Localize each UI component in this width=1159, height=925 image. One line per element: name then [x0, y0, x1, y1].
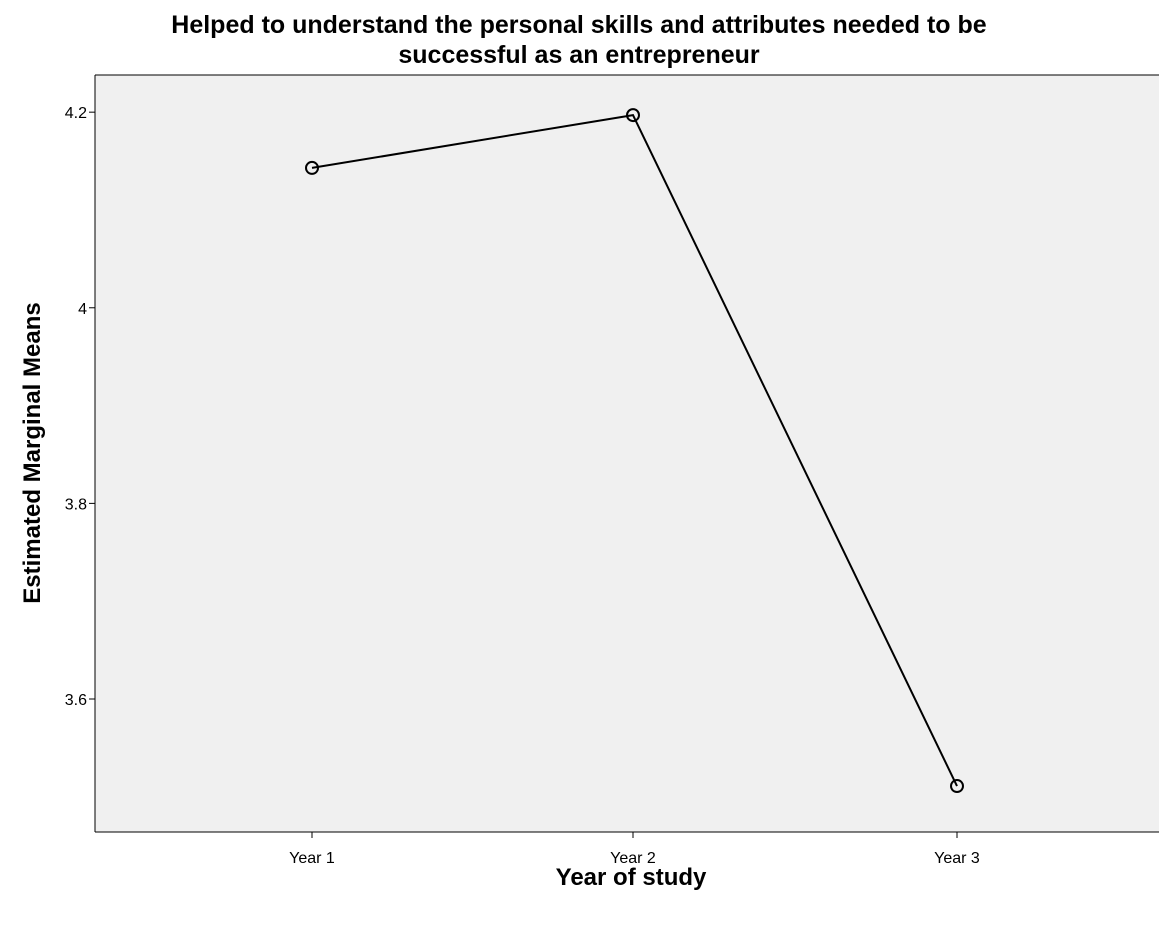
y-tick-label: 4.2 [65, 105, 87, 122]
plot-area [95, 75, 1159, 832]
data-point [305, 160, 319, 175]
data-point [626, 108, 640, 123]
x-axis-ticks: Year 1 Year 2 Year 3 [289, 832, 980, 867]
y-tick-label: 4 [78, 301, 87, 318]
x-tick-label: Year 3 [934, 850, 980, 867]
chart-title-line-2: successful as an entrepreneur [398, 41, 760, 69]
y-tick-label: 3.8 [65, 496, 87, 513]
series-layer [305, 108, 964, 794]
y-axis-ticks: 3.6 3.8 4 4.2 [65, 105, 95, 709]
x-tick-label: Year 1 [289, 850, 335, 867]
chart-title-line-1: Helped to understand the personal skills… [171, 11, 987, 39]
data-point [950, 779, 964, 794]
x-axis-label: Year of study [556, 864, 707, 891]
y-tick-label: 3.6 [65, 692, 87, 709]
y-axis-label: Estimated Marginal Means [19, 302, 46, 603]
series-line [311, 113, 958, 787]
x-tick-label: Year 2 [610, 850, 656, 867]
